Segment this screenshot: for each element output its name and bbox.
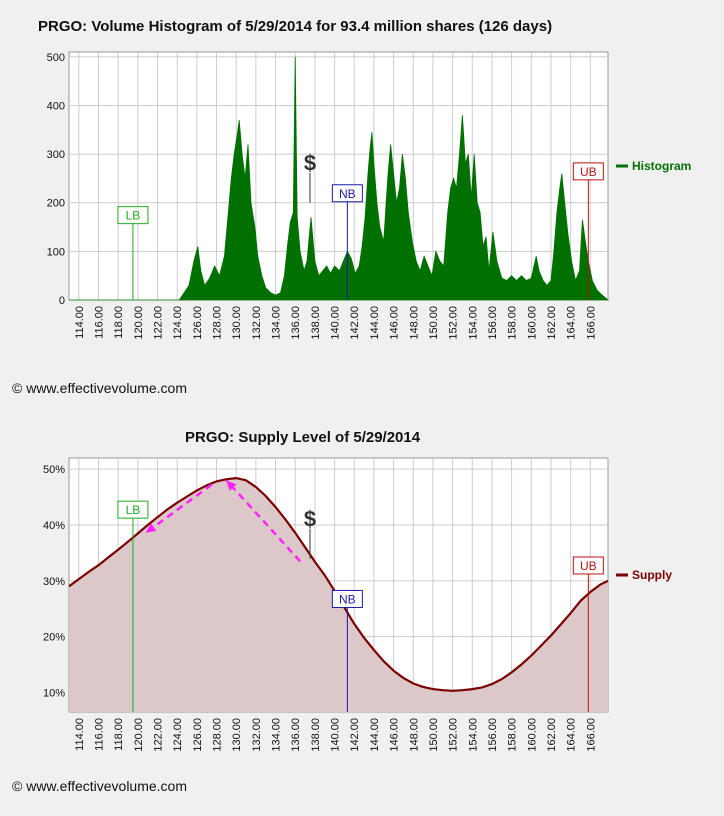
annotation-arrow: [144, 483, 213, 534]
y-tick-label: 10%: [43, 687, 65, 699]
supply-chart: 114.00 116.00 118.00 120.00 122.00 124.00 126.…: [43, 457, 672, 752]
x-tick-label: 154.00: [467, 306, 479, 340]
marker-label-nb: NB: [339, 592, 356, 606]
x-tick-label: 162.00: [546, 306, 558, 340]
x-tick-label: 126.00: [192, 306, 204, 340]
annotation-arrow: [225, 479, 302, 563]
marker-box-lb: [117, 206, 149, 225]
x-tick-label: 122.00: [153, 306, 165, 340]
y-tick-label: 40%: [43, 520, 65, 532]
marker-label-ub: UB: [580, 559, 597, 573]
x-tick-label: 144.00: [369, 718, 381, 752]
x-tick-label: 136.00: [290, 306, 302, 340]
histogram-chart: 114.00 116.00 118.00 120.00 122.00 124.00 126.…: [47, 51, 691, 340]
x-tick-label: 154.00: [467, 718, 479, 752]
y-tick-label: 100: [47, 246, 65, 258]
x-tick-label: 152.00: [448, 718, 460, 752]
marker-box-ub: [572, 162, 604, 181]
x-tick-label: 132.00: [251, 718, 263, 752]
x-tick-label: 150.00: [428, 718, 440, 752]
x-tick-label: 128.00: [212, 306, 224, 340]
x-tick-label: 142.00: [349, 718, 361, 752]
x-tick-label: 144.00: [369, 306, 381, 340]
x-tick-label: 134.00: [271, 718, 283, 752]
y-tick-label: 400: [47, 100, 65, 112]
marker-box-ub: [572, 556, 604, 575]
marker-box-lb: [117, 500, 149, 519]
y-tick-label: 500: [47, 52, 65, 64]
x-tick-label: 158.00: [507, 306, 519, 340]
series-area: [69, 478, 608, 712]
y-tick-label: 50%: [43, 464, 65, 476]
x-tick-label: 164.00: [566, 306, 578, 340]
y-tick-label: 300: [47, 149, 65, 161]
series-area: [69, 56, 610, 301]
x-tick-label: 124.00: [172, 306, 184, 340]
x-tick-label: 132.00: [251, 306, 263, 340]
x-tick-label: 114.00: [74, 718, 86, 751]
x-tick-label: 128.00: [212, 718, 224, 752]
marker-label-nb: NB: [339, 187, 356, 201]
x-tick-label: 148.00: [408, 718, 420, 752]
x-tick-label: 118.00: [113, 718, 125, 751]
legend-label: Supply: [632, 568, 672, 582]
x-tick-label: 116.00: [94, 718, 106, 751]
x-tick-label: 130.00: [231, 306, 243, 340]
x-tick-label: 130.00: [231, 718, 243, 752]
legend-label: Histogram: [632, 159, 691, 173]
copyright-text: © www.effectivevolume.com: [12, 778, 188, 794]
y-tick-label: 30%: [43, 576, 65, 588]
x-tick-label: 136.00: [290, 718, 302, 752]
x-tick-label: 158.00: [507, 718, 519, 752]
x-tick-label: 146.00: [389, 306, 401, 340]
x-tick-label: 138.00: [310, 718, 322, 752]
x-tick-label: 164.00: [566, 718, 578, 752]
x-tick-label: 134.00: [271, 306, 283, 340]
supply-title: PRGO: Supply Level of 5/29/2014: [185, 429, 421, 446]
y-tick-label: 200: [47, 198, 65, 210]
histogram-chart-block: PRGO: Volume Histogram of 5/29/2014 for …: [0, 0, 724, 402]
x-tick-label: 160.00: [526, 306, 538, 340]
x-tick-label: 166.00: [585, 306, 597, 340]
x-tick-label: 140.00: [330, 718, 342, 752]
x-tick-label: 152.00: [448, 306, 460, 340]
x-tick-label: 140.00: [330, 306, 342, 340]
annotation-arrowhead: [226, 480, 237, 491]
x-tick-label: 116.00: [94, 306, 106, 339]
y-tick-label: 0: [59, 295, 65, 307]
x-tick-label: 148.00: [408, 306, 420, 340]
dollar-marker: $: [304, 151, 316, 176]
histogram-title: PRGO: Volume Histogram of 5/29/2014 for …: [38, 18, 553, 35]
x-tick-label: 114.00: [74, 306, 86, 339]
x-tick-label: 124.00: [172, 718, 184, 752]
marker-label-lb: LB: [126, 503, 141, 517]
x-tick-label: 138.00: [310, 306, 322, 340]
marker-label-lb: LB: [126, 209, 141, 223]
x-tick-label: 156.00: [487, 718, 499, 752]
x-tick-label: 162.00: [546, 718, 558, 752]
marker-box-nb: [331, 184, 363, 203]
x-tick-label: 150.00: [428, 306, 440, 340]
x-tick-label: 120.00: [133, 718, 145, 752]
x-tick-label: 126.00: [192, 718, 204, 752]
x-tick-label: 122.00: [153, 718, 165, 752]
x-tick-label: 166.00: [585, 718, 597, 752]
plot-area: [68, 51, 609, 301]
supply-chart-block: PRGO: Supply Level of 5/29/2014 114.00 11…: [0, 402, 724, 802]
marker-label-ub: UB: [580, 165, 597, 179]
dollar-marker: $: [304, 506, 316, 531]
x-tick-label: 118.00: [113, 306, 125, 339]
x-tick-label: 156.00: [487, 306, 499, 340]
copyright-text: © www.effectivevolume.com: [12, 380, 188, 396]
x-tick-label: 120.00: [133, 306, 145, 340]
x-tick-label: 142.00: [349, 306, 361, 340]
marker-box-nb: [331, 589, 363, 608]
annotation-arrowhead: [145, 523, 157, 533]
y-tick-label: 20%: [43, 632, 65, 644]
x-tick-label: 146.00: [389, 718, 401, 752]
x-tick-label: 160.00: [526, 718, 538, 752]
